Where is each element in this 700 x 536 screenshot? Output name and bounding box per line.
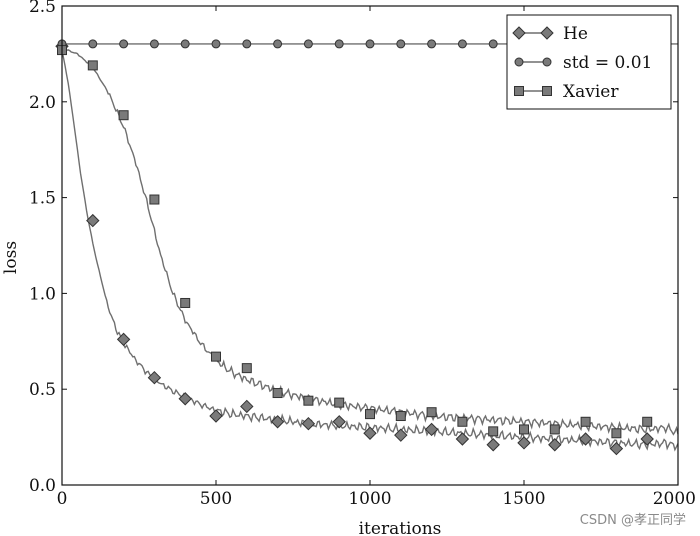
x-tick-label: 0 [57, 489, 68, 509]
data-point-diamond [240, 399, 254, 414]
data-point-diamond [363, 426, 377, 440]
marker-layer [55, 39, 654, 456]
data-point-square [426, 407, 437, 418]
legend-marker-square [542, 86, 552, 96]
data-point-circle [427, 39, 437, 49]
data-point-circle [334, 39, 344, 49]
data-point-diamond [178, 392, 192, 406]
data-point-square [272, 388, 283, 399]
data-point-square [149, 194, 160, 205]
y-axis-label: loss [1, 241, 21, 274]
data-point-square [303, 395, 314, 406]
data-point-circle [211, 39, 221, 49]
y-tick-label: 1.5 [29, 189, 56, 209]
data-point-square [549, 424, 560, 435]
data-point-diamond [394, 428, 408, 442]
legend-label: std = 0.01 [563, 53, 652, 73]
x-tick-label: 1000 [348, 489, 391, 509]
watermark: CSDN @孝正同学 [580, 512, 686, 528]
x-tick-label: 1500 [502, 489, 545, 509]
data-point-square [457, 416, 468, 427]
y-tick-label: 0.5 [29, 380, 56, 400]
data-point-square [241, 363, 252, 374]
data-point-diamond [455, 432, 470, 446]
data-point-diamond [209, 409, 223, 423]
data-point-circle [88, 39, 98, 49]
legend: He std = 0.01 Xavier [506, 14, 672, 110]
y-tick-label: 2.0 [29, 93, 56, 113]
y-tick-label: 0.0 [29, 476, 56, 496]
data-point-diamond [486, 438, 500, 452]
data-point-circle [365, 39, 375, 49]
data-point-square [642, 416, 653, 427]
data-point-square [580, 416, 591, 427]
legend-marker-circle [514, 57, 524, 67]
data-point-circle [119, 39, 129, 49]
data-point-diamond [548, 438, 562, 452]
data-point-square [334, 397, 345, 408]
legend-marker-diamond [540, 26, 554, 40]
data-point-square [87, 60, 98, 71]
data-point-diamond [609, 441, 624, 456]
legend-label: He [563, 24, 588, 44]
data-point-diamond [578, 432, 593, 446]
data-point-circle [457, 39, 467, 49]
data-point-square [611, 428, 622, 439]
data-point-diamond [270, 415, 285, 429]
series-line-diamond [61, 49, 679, 452]
x-tick-label: 500 [200, 489, 232, 509]
data-point-square [395, 411, 406, 422]
x-axis-label: iterations [359, 519, 442, 536]
data-point-circle [273, 39, 283, 49]
data-point-circle [303, 39, 313, 49]
data-point-square [180, 297, 191, 308]
data-point-square [211, 351, 221, 362]
data-point-diamond [301, 416, 316, 431]
legend-marker-diamond [512, 26, 526, 40]
data-point-circle [149, 39, 159, 49]
data-point-diamond [332, 415, 346, 429]
data-point-diamond [517, 436, 531, 450]
data-point-diamond [147, 370, 162, 385]
data-point-diamond [424, 422, 439, 437]
y-tick-label: 2.5 [29, 0, 56, 17]
data-point-diamond [640, 432, 654, 446]
data-point-square [519, 424, 529, 435]
x-tick-label: 2000 [653, 489, 696, 509]
legend-marker-circle [542, 57, 552, 67]
data-point-square [488, 426, 499, 437]
tick-layer: 0 500 1000 1500 2000 0.0 0.5 1.0 1.5 2.0 2.5 [29, 0, 696, 509]
data-point-circle [180, 39, 190, 49]
data-point-diamond [86, 213, 100, 228]
data-point-square [118, 110, 129, 121]
data-point-circle [488, 39, 498, 49]
legend-label: Xavier [563, 82, 619, 102]
data-point-circle [396, 39, 406, 49]
legend-marker-square [514, 86, 524, 96]
y-tick-label: 1.0 [29, 284, 56, 304]
data-point-circle [242, 39, 252, 49]
data-point-diamond [116, 332, 131, 347]
data-point-square [365, 409, 375, 420]
